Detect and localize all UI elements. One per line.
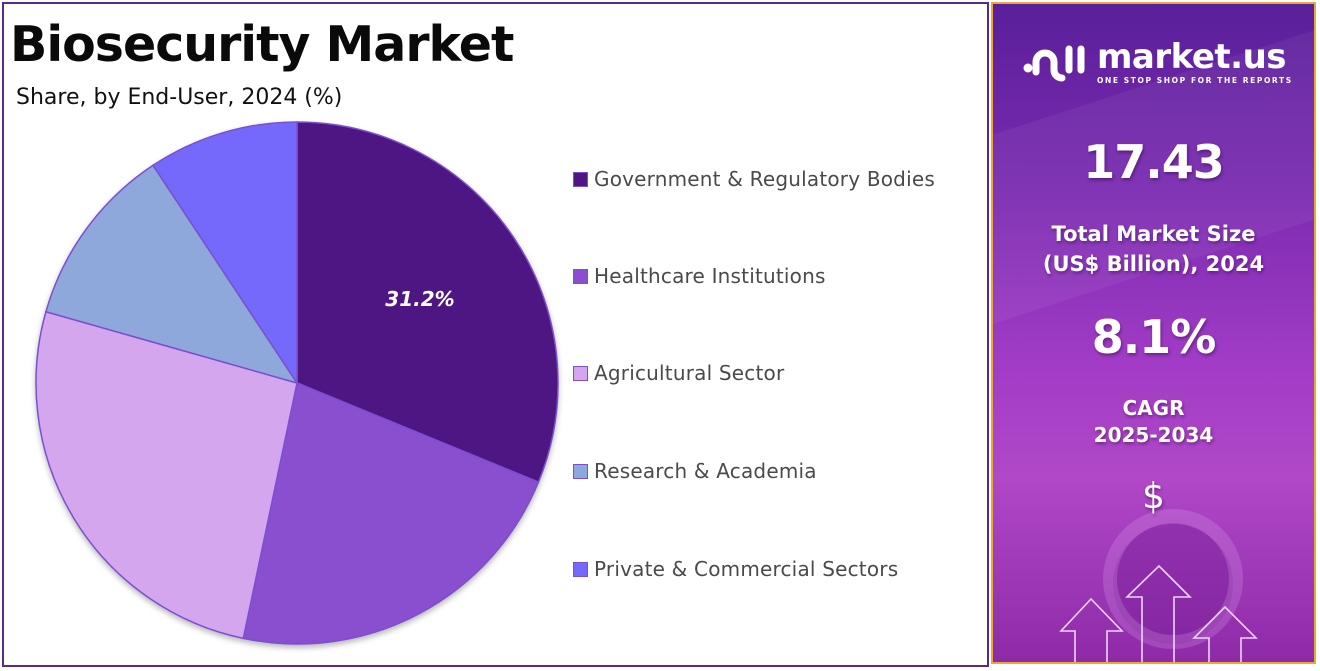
pie-slice-agricultural: [35, 310, 298, 640]
legend-item-research: Research & Academia: [573, 459, 817, 483]
chart-title: Biosecurity Market: [10, 16, 514, 73]
summary-panel: market.us ONE STOP SHOP FOR THE REPORTS …: [991, 2, 1316, 664]
chart-subtitle: Share, by End-User, 2024 (%): [16, 85, 343, 110]
legend-swatch-government: [573, 171, 588, 187]
cagr-label-line1: CAGR: [1122, 396, 1185, 420]
pie-slice-private: [151, 121, 298, 386]
legend-label: Research & Academia: [594, 459, 817, 483]
growth-arrows-icon: [1059, 564, 1258, 662]
legend-item-government: Government & Regulatory Bodies: [573, 167, 935, 191]
legend-label: Government & Regulatory Bodies: [594, 167, 935, 191]
legend-swatch-agricultural: [573, 365, 588, 381]
pie-slice-government: [296, 121, 559, 484]
cagr-label-line2: 2025-2034: [1093, 423, 1214, 447]
legend-label: Agricultural Sector: [594, 361, 785, 385]
legend-label: Healthcare Institutions: [594, 264, 826, 288]
brand-tagline: ONE STOP SHOP FOR THE REPORTS: [1097, 76, 1293, 85]
brand-name: market.us: [1097, 37, 1287, 77]
legend-label: Private & Commercial Sectors: [594, 557, 899, 581]
dollar-icon: $: [1142, 476, 1165, 517]
legend-item-private: Private & Commercial Sectors: [573, 557, 898, 581]
cagr-value: 8.1%: [1091, 310, 1217, 364]
market-us-logo-icon: [1023, 45, 1085, 82]
pie-chart: 31.2%: [35, 121, 559, 645]
legend-item-healthcare: Healthcare Institutions: [573, 264, 826, 288]
market-size-value: 17.43: [1083, 135, 1225, 189]
brand-logo: market.us ONE STOP SHOP FOR THE REPORTS: [1023, 40, 1293, 85]
pie-slice-label: 31.2%: [385, 287, 454, 311]
legend-swatch-private: [573, 561, 588, 577]
legend-swatch-research: [573, 463, 588, 479]
legend-swatch-healthcare: [573, 268, 588, 284]
legend-item-agricultural: Agricultural Sector: [573, 361, 784, 385]
market-size-label-line2: (US$ Billion), 2024: [1042, 252, 1265, 276]
pie-slice-healthcare: [242, 381, 540, 645]
pie-slice-research: [44, 164, 299, 385]
market-size-label-line1: Total Market Size: [1051, 222, 1256, 246]
